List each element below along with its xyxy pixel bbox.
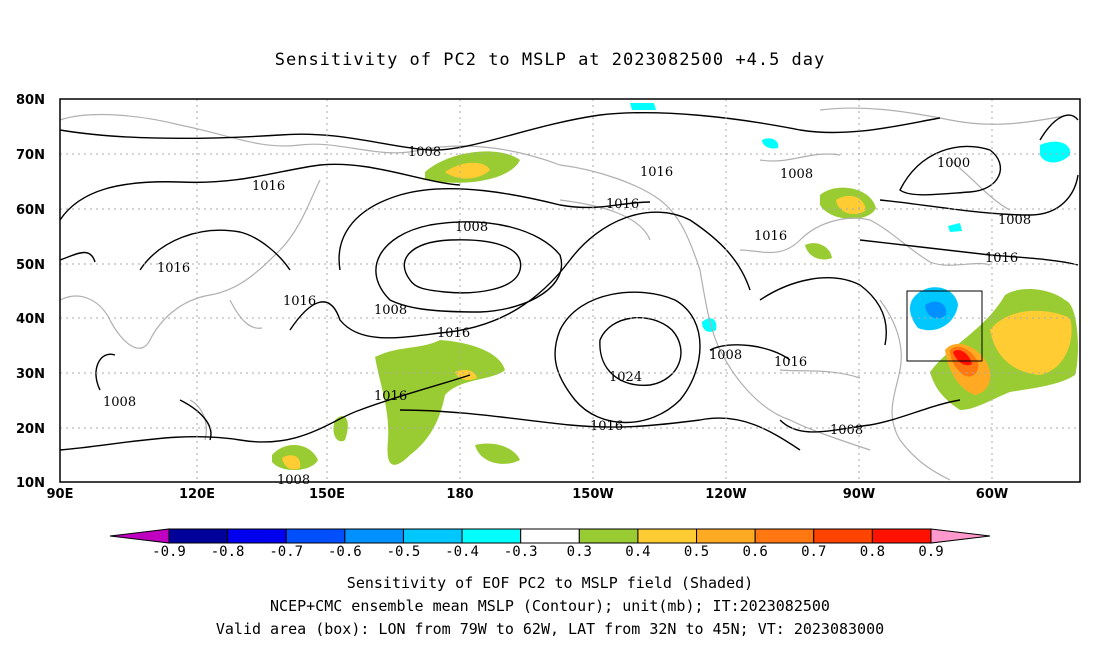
- colorbar-swatch: [285, 528, 346, 544]
- colorbar-swatch: [871, 528, 932, 544]
- contour-label: 1016: [374, 389, 407, 404]
- valid-area-box: [906, 290, 983, 362]
- contour-label: 1016: [606, 197, 639, 212]
- lon-label: 150E: [309, 487, 345, 502]
- lon-label: 60W: [976, 487, 1008, 502]
- contour-label: 1008: [408, 145, 441, 160]
- lon-label: 90E: [47, 487, 74, 502]
- lon-label: 180: [446, 487, 473, 502]
- contour-label: 1016: [437, 326, 470, 341]
- contour-label: 1008: [780, 167, 813, 182]
- lat-label: 60N: [16, 203, 45, 218]
- caption-line-3: Valid area (box): LON from 79W to 62W, L…: [215, 620, 885, 638]
- contour-label: 1016: [283, 294, 316, 309]
- lat-label: 30N: [16, 367, 45, 382]
- colorbar-swatch: [227, 528, 287, 544]
- map-title: Sensitivity of PC2 to MSLP at 2023082500…: [274, 50, 826, 70]
- colorbar-swatch: [520, 528, 580, 544]
- colorbar-label: 0.7: [801, 544, 826, 560]
- contour-labels: 1008 1016 1016 1008 1016 1000 1008 1016 …: [103, 145, 1031, 488]
- caption-line-2: NCEP+CMC ensemble mean MSLP (Contour); u…: [270, 597, 830, 615]
- colorbar-label: 0.3: [567, 544, 592, 560]
- contour-label: 1016: [754, 229, 787, 244]
- graticule: [60, 99, 1080, 482]
- caption-line-1: Sensitivity of EOF PC2 to MSLP field (Sh…: [346, 574, 754, 592]
- lat-label: 50N: [16, 258, 45, 273]
- contour-label: 1008: [998, 213, 1031, 228]
- colorbar-label: 0.5: [684, 544, 709, 560]
- colorbar-swatch: [344, 528, 404, 544]
- colorbar-label: -0.6: [328, 544, 362, 560]
- lon-label: 150W: [572, 487, 613, 502]
- contour-label: 1008: [455, 220, 488, 235]
- colorbar-swatch: [578, 528, 639, 544]
- colorbar-label: -0.9: [152, 544, 186, 560]
- colorbar-label: 0.4: [625, 544, 650, 560]
- contour-label: 1008: [103, 395, 136, 410]
- contour-label: 1016: [774, 355, 807, 370]
- contour-label: 1016: [590, 419, 623, 434]
- lat-label: 40N: [16, 312, 45, 327]
- sensitivity-shading: [272, 103, 1078, 471]
- lat-label: 70N: [16, 148, 45, 163]
- colorbar-label: -0.8: [211, 544, 245, 560]
- colorbar-high-extend: [930, 528, 991, 544]
- lat-label: 10N: [16, 476, 45, 491]
- colorbar-label: -0.5: [387, 544, 421, 560]
- contour-label: 1008: [374, 303, 407, 318]
- colorbar-swatch: [402, 528, 463, 544]
- mslp-contours: [59, 112, 1079, 451]
- colorbar-label: -0.7: [269, 544, 303, 560]
- colorbar-swatch: [754, 528, 815, 544]
- colorbar-low-extend: [109, 528, 170, 544]
- contour-label: 1016: [157, 261, 190, 276]
- contour-label: 1008: [830, 423, 863, 438]
- lon-label: 120E: [179, 487, 215, 502]
- colorbar-label: 0.8: [860, 544, 885, 560]
- contour-label: 1008: [709, 348, 742, 363]
- colorbar-swatch: [168, 528, 229, 544]
- map-frame: [59, 98, 1081, 483]
- colorbar-swatch: [637, 528, 698, 544]
- colorbar-label: -0.4: [445, 544, 479, 560]
- contour-label: 1000: [937, 156, 970, 171]
- colorbar-label: 0.6: [743, 544, 768, 560]
- longitude-labels: 90E 120E 150E 180 150W 120W 90W 60W: [47, 487, 1009, 502]
- colorbar-swatch: [696, 528, 756, 544]
- colorbar: -0.9 -0.8 -0.7 -0.6 -0.5 -0.4 -0.3 0.3 0.4 0.5 0.6…: [109, 528, 991, 560]
- colorbar-label: -0.3: [504, 544, 538, 560]
- contour-label: 1016: [640, 165, 673, 180]
- lon-label: 90W: [843, 487, 875, 502]
- colorbar-swatch: [813, 528, 873, 544]
- contour-label: 1016: [985, 251, 1018, 266]
- lon-label: 120W: [705, 487, 746, 502]
- lat-label: 80N: [16, 93, 45, 108]
- latitude-labels: 80N 70N 60N 50N 40N 30N 20N 10N: [16, 93, 45, 491]
- lat-label: 20N: [16, 422, 45, 437]
- colorbar-swatch: [461, 528, 522, 544]
- contour-label: 1016: [252, 179, 285, 194]
- contour-label: 1024: [609, 370, 642, 385]
- colorbar-label: 0.9: [918, 544, 943, 560]
- contour-label: 1008: [277, 473, 310, 488]
